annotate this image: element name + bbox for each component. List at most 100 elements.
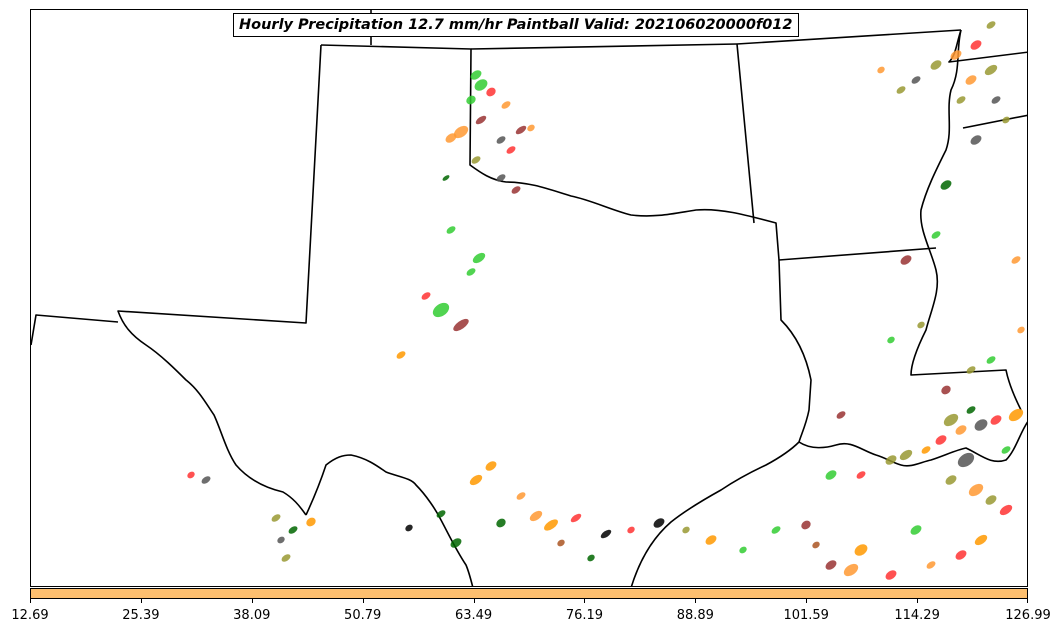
colorbar-tick-label: 126.99 <box>1005 608 1051 623</box>
precip-blob <box>472 252 486 264</box>
precip-blob <box>506 146 516 154</box>
precip-blob <box>485 461 497 471</box>
precip-blob <box>496 174 506 182</box>
colorbar-tick-mark <box>30 599 31 603</box>
precip-blob <box>812 541 820 549</box>
precip-blob <box>935 435 947 445</box>
arkansas-border <box>736 43 755 224</box>
precip-blob <box>966 366 976 374</box>
precip-blob <box>965 75 977 85</box>
colorbar-tick-label: 63.49 <box>454 608 493 623</box>
precip-blob <box>1017 326 1025 334</box>
precip-blob <box>887 336 895 344</box>
precip-blob <box>940 180 952 190</box>
precip-blob <box>445 133 457 143</box>
precip-blob <box>446 226 456 234</box>
ms-al-border <box>962 114 1027 129</box>
precip-blob <box>453 125 469 139</box>
colorbar-tick-mark <box>251 599 253 603</box>
precip-blob <box>990 415 1002 425</box>
precip-blob <box>682 526 690 534</box>
precip-blob <box>974 419 988 431</box>
precip-blob <box>705 535 717 545</box>
precip-blob <box>950 50 962 60</box>
precip-blob <box>926 561 936 569</box>
precip-blob <box>511 186 521 194</box>
colorbar-tick-mark <box>1027 599 1028 603</box>
precip-blob <box>956 96 966 104</box>
precip-blob <box>529 510 543 522</box>
precip-blob <box>187 471 195 479</box>
precip-blob <box>469 474 483 486</box>
colorbar-tick-label: 12.69 <box>11 608 49 623</box>
precip-blob <box>271 514 281 522</box>
precip-blob <box>1008 408 1024 422</box>
precip-blob <box>306 517 316 527</box>
colorbar-tick-mark <box>140 599 142 603</box>
precip-blob <box>515 125 527 135</box>
precip-blob <box>396 351 406 359</box>
precip-blob <box>836 411 846 419</box>
colorbar-tick-label: 76.19 <box>565 608 604 623</box>
precip-blob <box>739 546 747 554</box>
precip-blob <box>281 554 291 562</box>
precip-blob <box>825 560 837 570</box>
louisiana-coast <box>798 421 1027 467</box>
precip-blob <box>931 231 941 239</box>
precip-blob <box>1002 116 1010 124</box>
precip-blob <box>527 124 535 132</box>
precip-blob <box>900 255 912 265</box>
precip-blob <box>1001 446 1011 454</box>
colorbar-tick-label: 38.09 <box>233 608 271 623</box>
precip-blob <box>970 135 982 145</box>
precip-blob <box>941 385 951 395</box>
precip-blob <box>475 115 487 125</box>
colorbar-tick-label: 50.79 <box>344 608 382 623</box>
precip-blob <box>466 95 476 105</box>
precip-blob <box>466 268 476 276</box>
texas-west-border <box>117 44 322 516</box>
precip-blob <box>557 539 565 547</box>
precip-blob <box>516 492 526 500</box>
colorbar-tick-mark <box>362 599 364 603</box>
precip-blob <box>801 520 811 530</box>
oklahoma-north-border <box>470 43 738 50</box>
precip-blob <box>474 79 488 91</box>
precip-blob <box>966 406 976 414</box>
precip-blob <box>899 449 913 461</box>
precip-blob <box>917 321 925 329</box>
precip-blob <box>911 76 921 84</box>
nm-mexico-border <box>31 314 119 346</box>
colorbar-tick-mark <box>806 599 808 603</box>
precip-blob <box>986 21 996 29</box>
colorbar-tick-label: 101.59 <box>783 608 829 623</box>
precip-blob <box>910 525 922 535</box>
precip-blob <box>885 455 897 465</box>
colorbar-tick-mark <box>917 599 919 603</box>
precip-blob <box>968 483 984 497</box>
precip-blob <box>856 471 866 479</box>
colorbar <box>30 588 1028 599</box>
ar-la-border <box>778 247 937 261</box>
precip-blob <box>945 475 957 485</box>
precip-blob <box>470 70 482 80</box>
precip-blob <box>955 550 967 560</box>
precip-blob <box>930 60 942 70</box>
precip-blob <box>405 524 413 532</box>
map-canvas <box>31 10 1027 586</box>
precip-blob <box>984 64 998 76</box>
precip-blob <box>496 136 506 144</box>
precip-blob <box>453 318 469 332</box>
precip-blob <box>587 554 595 562</box>
precip-blob <box>1011 256 1021 264</box>
precip-blob <box>974 534 988 546</box>
precip-blob <box>843 563 859 577</box>
precip-blob <box>985 495 997 505</box>
precip-blob <box>955 425 967 435</box>
precip-blob <box>896 86 906 94</box>
colorbar-tick-mark <box>695 599 697 603</box>
precip-blob <box>943 413 959 427</box>
precip-blobs <box>187 21 1025 580</box>
colorbar-tick-label: 114.29 <box>894 608 940 623</box>
map-panel <box>30 9 1028 587</box>
